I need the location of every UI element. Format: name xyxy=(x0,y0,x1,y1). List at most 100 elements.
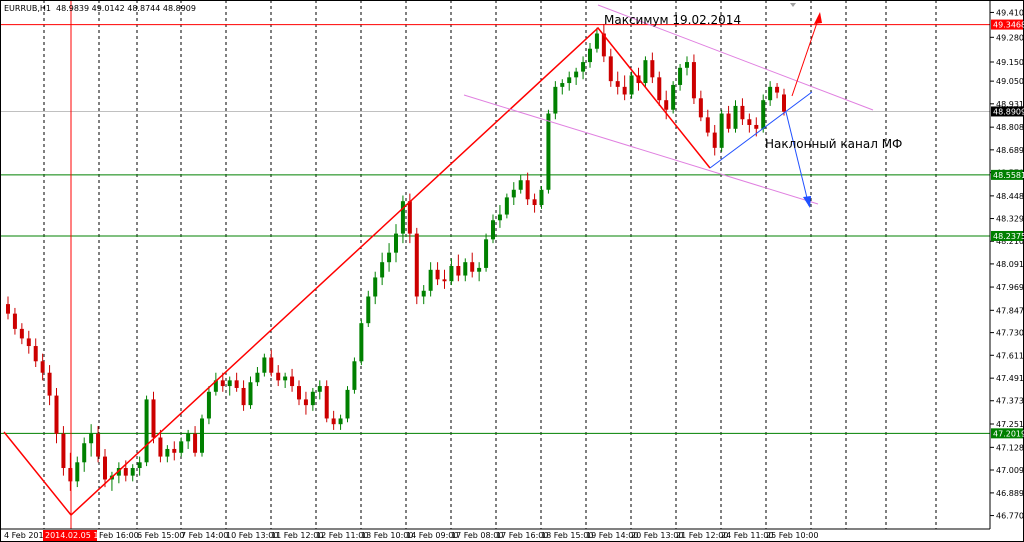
candle-body xyxy=(331,418,336,425)
candle-body xyxy=(248,382,253,406)
candle-body xyxy=(546,113,551,190)
price-label: 47.3730 xyxy=(996,397,1024,406)
symbol-label: EURRUB,H1 xyxy=(4,4,51,13)
candle-body xyxy=(297,386,301,400)
candle-body xyxy=(165,448,170,457)
candle-body xyxy=(220,380,225,387)
candle-body xyxy=(317,386,322,392)
time-label: 7 Feb 14:00 xyxy=(181,531,228,540)
price-label: 48.4480 xyxy=(996,192,1024,201)
price-label: 47.4915 xyxy=(996,374,1024,383)
time-label: 13 Feb 10:00 xyxy=(361,531,413,540)
candle-body xyxy=(428,269,433,291)
price-label: 46.7705 xyxy=(996,512,1024,521)
time-label: 21 Feb 12:00 xyxy=(676,531,728,540)
candle-body xyxy=(103,456,107,480)
price-label: 47.0095 xyxy=(996,466,1024,475)
price-label: 47.7305 xyxy=(996,329,1024,338)
candle-body xyxy=(54,395,59,434)
candle-body xyxy=(657,77,662,101)
trend-drawings xyxy=(3,0,874,529)
price-label: 47.9695 xyxy=(996,283,1024,292)
time-label: 14 Feb 09:00 xyxy=(406,531,458,540)
candle-body xyxy=(782,94,786,112)
candle-body xyxy=(200,418,204,453)
candle-body xyxy=(463,262,468,276)
candle-body xyxy=(560,83,565,87)
red-zigzag-line xyxy=(3,26,711,517)
candle-body xyxy=(283,376,288,381)
price-label: 48.8085 xyxy=(996,123,1024,132)
time-label: 25 Feb 10:00 xyxy=(766,531,818,540)
candle-body xyxy=(414,233,419,297)
price-label: 49.1505 xyxy=(996,58,1024,67)
candle-body xyxy=(747,119,752,125)
maximum-annotation: Максимум 19.02.2014 xyxy=(604,13,741,27)
time-label: Feb 16:00 xyxy=(99,531,139,540)
chart-shift-marker xyxy=(790,3,796,7)
candle-body xyxy=(324,386,329,419)
candle-body xyxy=(650,60,655,78)
candle-body xyxy=(456,266,461,276)
candle-body xyxy=(303,399,308,406)
candle-body xyxy=(387,252,392,263)
time-label: 20 Feb 13:00 xyxy=(631,531,683,540)
price-label: 48.2100 xyxy=(996,237,1024,246)
candle-body xyxy=(421,290,426,297)
candle-body xyxy=(601,33,606,57)
candle-body xyxy=(532,199,537,206)
candle-body xyxy=(394,233,398,253)
candle-body xyxy=(691,62,696,99)
price-label: 49.0500 xyxy=(996,77,1024,86)
price-label: 46.8895 xyxy=(996,489,1024,498)
channel-upper-line xyxy=(597,4,874,111)
candle-body xyxy=(525,180,530,200)
candle-body xyxy=(82,443,87,463)
price-level-tag xyxy=(991,106,1023,117)
candle-body xyxy=(671,84,676,110)
chart-header: EURRUB,H1 48.9839 49.0142 48.8744 48.890… xyxy=(4,4,196,13)
candle-body xyxy=(338,418,343,425)
candle-body xyxy=(726,113,731,129)
candle-body xyxy=(345,389,350,419)
candle-body xyxy=(269,357,274,373)
time-label: 18 Feb 15:00 xyxy=(541,531,593,540)
price-level-text: 48.8909 xyxy=(993,107,1024,116)
price-level-tag xyxy=(991,169,1023,180)
candle-body xyxy=(581,62,586,72)
price-label: 47.1285 xyxy=(996,443,1024,452)
candle-body xyxy=(359,323,364,362)
candle-body xyxy=(137,462,142,469)
candle-body xyxy=(484,239,489,268)
candle-body xyxy=(740,105,745,120)
candle-body xyxy=(664,100,669,110)
candle-body xyxy=(442,279,447,282)
candle-body xyxy=(116,468,121,476)
price-label: 48.3290 xyxy=(996,215,1024,224)
candle-body xyxy=(622,86,627,95)
candle-body xyxy=(629,75,634,95)
down-arrow-head xyxy=(803,196,811,208)
price-level-text: 48.2375 xyxy=(993,232,1024,241)
candle-body xyxy=(733,105,738,129)
candle-body xyxy=(40,361,45,373)
time-label: 10 Feb 13:00 xyxy=(226,531,278,540)
candle-body xyxy=(449,266,454,282)
candle-body xyxy=(262,357,267,373)
candle-body xyxy=(594,33,599,49)
candle-body xyxy=(435,269,440,280)
candle-body xyxy=(206,391,211,419)
time-label: 17 Feb 08:00 xyxy=(451,531,503,540)
candle-body xyxy=(712,132,717,148)
candle-body xyxy=(678,67,683,85)
time-label: 6 Feb 15:00 xyxy=(137,531,184,540)
channel-annotation: Наклонный канал МФ xyxy=(765,137,902,151)
price-level-tag xyxy=(991,428,1023,439)
candle-body xyxy=(227,380,232,387)
price-label: 48.0910 xyxy=(996,260,1024,269)
candle-body xyxy=(186,433,191,442)
candle-body xyxy=(89,433,94,444)
price-level-text: 49.3468 xyxy=(993,21,1024,30)
